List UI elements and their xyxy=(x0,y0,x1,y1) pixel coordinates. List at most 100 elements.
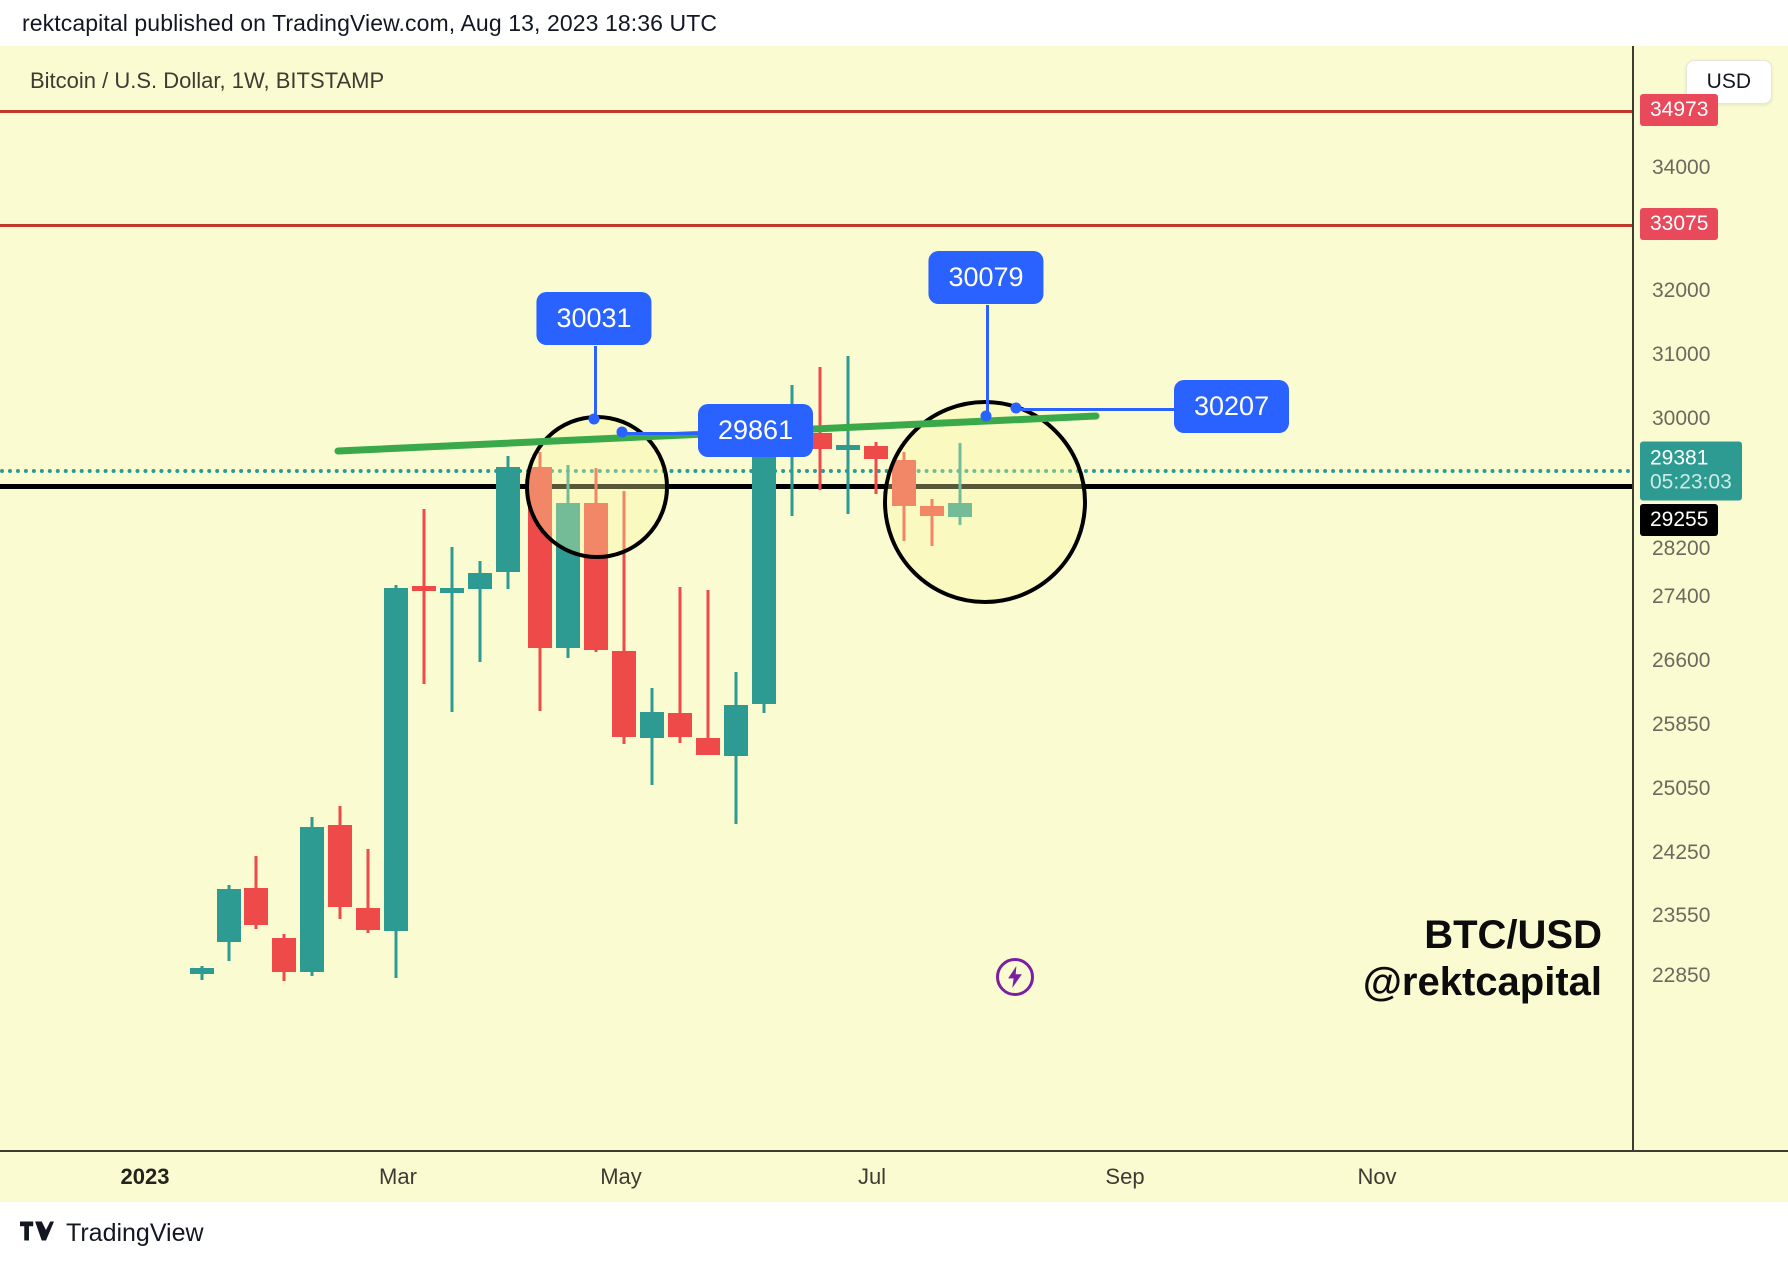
watermark-symbol: BTC/USD xyxy=(1424,913,1602,957)
price-tick-25050: 25050 xyxy=(1652,777,1711,800)
price-tick-29381: 29381 05:23:03 xyxy=(1640,441,1742,501)
candle-body xyxy=(808,433,832,450)
candle xyxy=(496,455,520,590)
time-tick-Jul: Jul xyxy=(857,1164,887,1189)
candle-body xyxy=(328,825,352,908)
candle xyxy=(412,509,436,684)
price-tick-32000: 32000 xyxy=(1652,279,1711,302)
price-tick-31000: 31000 xyxy=(1652,343,1711,366)
time-tick-Sep: Sep xyxy=(1105,1164,1145,1189)
candle-wick xyxy=(678,586,682,744)
candle xyxy=(612,491,636,745)
candle-body xyxy=(668,712,692,737)
candle xyxy=(356,849,380,933)
resistance-line-34973 xyxy=(0,110,1632,113)
candle-wick xyxy=(846,356,850,514)
watermark-handle: @rektcapital xyxy=(1362,960,1602,1005)
chart-watermark: BTC/USD @rektcapital xyxy=(1363,912,1602,1006)
price-axis[interactable]: USD 34973 34000 33075 32000 31000 30000 29381 0… xyxy=(1632,46,1788,1150)
candle xyxy=(272,933,296,982)
candle xyxy=(752,428,776,713)
anno-29861[interactable]: 29861 xyxy=(698,404,814,457)
symbol-legend[interactable]: Bitcoin / U.S. Dollar, 1W, BITSTAMP xyxy=(30,68,385,93)
anno-30031-leader-line xyxy=(594,346,597,419)
candle xyxy=(300,816,324,976)
time-tick-2023: 2023 xyxy=(120,1164,170,1189)
candle-wick xyxy=(450,546,454,713)
candle xyxy=(217,885,241,962)
candle-body xyxy=(612,650,636,737)
candle-body xyxy=(384,588,408,932)
footer-brand-text: TradingView xyxy=(66,1218,204,1247)
candle-body xyxy=(496,466,520,573)
anno-29861-anchor-dot xyxy=(616,426,628,438)
candle-body xyxy=(752,430,776,705)
candle-body xyxy=(356,907,380,931)
anno-30207-anchor-dot xyxy=(1010,402,1022,414)
candle-body xyxy=(244,888,268,925)
candle-body xyxy=(300,827,324,973)
footer-bar: TradingView xyxy=(0,1202,1788,1264)
last-price-line xyxy=(0,484,1632,489)
candle xyxy=(836,356,860,514)
price-tick-28200: 28200 xyxy=(1652,537,1711,560)
publish-header: rektcapital published on TradingView.com… xyxy=(0,0,1788,46)
lightning-bolt-icon[interactable] xyxy=(996,958,1034,996)
candle-wick xyxy=(366,849,370,933)
price-tick-25850: 25850 xyxy=(1652,713,1711,736)
candle xyxy=(190,965,214,980)
candle xyxy=(668,586,692,744)
price-tick-29255: 29255 xyxy=(1640,504,1719,536)
candle-body xyxy=(190,968,214,974)
publish-header-text: rektcapital published on TradingView.com… xyxy=(22,9,718,36)
candle-body xyxy=(440,588,464,594)
anno-30079-leader-line xyxy=(986,305,989,416)
candle-wick xyxy=(874,441,878,495)
candle-wick xyxy=(706,590,710,748)
bar-countdown: 05:23:03 xyxy=(1650,470,1732,493)
time-axis[interactable]: 2023 Mar May Jul Sep Nov xyxy=(0,1150,1788,1202)
candle-body xyxy=(864,445,888,460)
price-tick-23550: 23550 xyxy=(1652,904,1711,927)
tradingview-logo-icon xyxy=(20,1219,54,1248)
candle-wick xyxy=(478,560,482,663)
time-tick-Mar: Mar xyxy=(379,1164,417,1189)
candle-body xyxy=(217,889,241,942)
candle xyxy=(640,687,664,786)
price-tick-22850: 22850 xyxy=(1652,964,1711,987)
anno-30207[interactable]: 30207 xyxy=(1174,380,1290,433)
chart-frame: 30031 29861 30079 30207 BTC/USD @rektcapita… xyxy=(0,46,1788,1202)
price-tick-34000: 34000 xyxy=(1652,156,1711,179)
candle-body xyxy=(468,573,492,590)
anno-30079-anchor-dot xyxy=(980,410,992,422)
price-tick-26600: 26600 xyxy=(1652,649,1711,672)
candle xyxy=(328,806,352,920)
price-tick-24250: 24250 xyxy=(1652,841,1711,864)
candle-body xyxy=(724,704,748,756)
candle xyxy=(864,441,888,495)
candle xyxy=(244,856,268,929)
chart-plot-area[interactable]: 30031 29861 30079 30207 BTC/USD @rektcapita… xyxy=(0,46,1632,1150)
price-tick-27400: 27400 xyxy=(1652,585,1711,608)
candle-wick xyxy=(622,491,626,745)
current-price-dotted-line xyxy=(0,469,1632,473)
candle xyxy=(724,671,748,824)
candle-body xyxy=(272,937,296,973)
anno-30079[interactable]: 30079 xyxy=(928,251,1044,304)
candle-wick xyxy=(422,509,426,684)
candle-body xyxy=(640,712,664,738)
candle-body xyxy=(696,737,720,755)
price-tick-30000: 30000 xyxy=(1652,407,1711,430)
price-tick-33075: 33075 xyxy=(1640,208,1719,240)
anno-30031-anchor-dot xyxy=(588,413,600,425)
time-tick-Nov: Nov xyxy=(1357,1164,1397,1189)
anno-30031[interactable]: 30031 xyxy=(536,292,652,345)
candle-body xyxy=(836,444,860,450)
candle-body xyxy=(412,586,436,592)
candle xyxy=(440,546,464,713)
anno-30207-leader-line xyxy=(1016,408,1174,411)
candle xyxy=(384,584,408,979)
candle xyxy=(468,560,492,663)
time-tick-May: May xyxy=(600,1164,642,1189)
